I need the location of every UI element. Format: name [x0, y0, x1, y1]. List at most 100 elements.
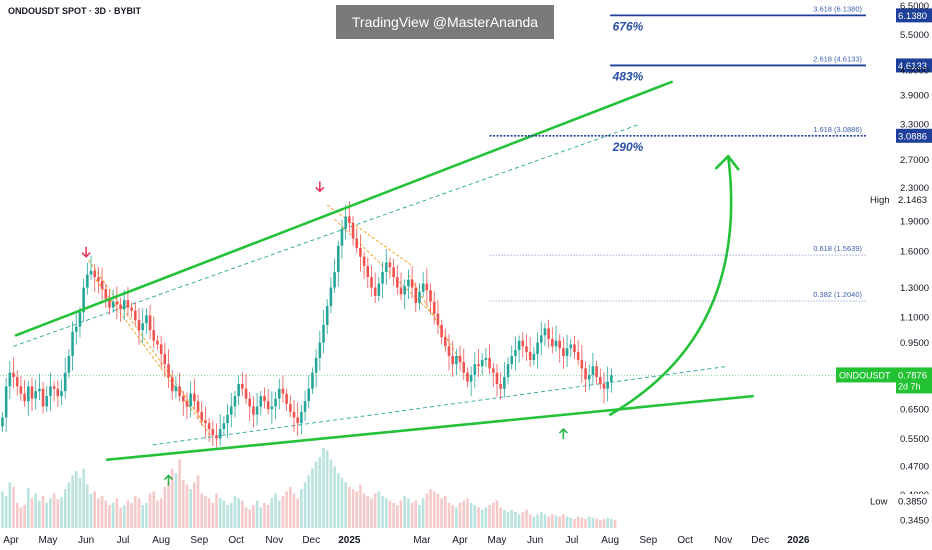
candle-body: [340, 228, 344, 246]
candle-body: [425, 283, 429, 291]
volume-bar: [12, 486, 15, 528]
volume-bar: [152, 491, 156, 528]
volume-bar: [377, 491, 381, 528]
projection-arrow: [608, 154, 733, 416]
candle-body: [137, 320, 141, 331]
volume-bar: [215, 493, 218, 528]
y-tick-label: 1.1000: [900, 312, 929, 323]
volume-bar: [329, 459, 333, 528]
candle-body: [229, 406, 233, 415]
y-tick-label: 0.4700: [900, 461, 929, 472]
candle-body: [281, 388, 285, 394]
candle-body: [8, 372, 12, 387]
volume-bar: [93, 491, 97, 528]
volume-bar: [539, 512, 543, 528]
high-value: 2.1463: [898, 195, 927, 206]
volume-bar: [97, 498, 100, 528]
symbol-tag: [836, 367, 896, 383]
y-tick-label: 0.9500: [900, 338, 929, 349]
volume-bar: [38, 500, 41, 528]
candle-body: [255, 406, 259, 415]
volume-bar: [126, 500, 130, 528]
candle-body: [322, 325, 325, 343]
candle-body: [252, 406, 255, 415]
volume-bar: [610, 518, 613, 528]
candle-body: [15, 377, 19, 387]
candle-body: [263, 396, 266, 402]
volume-bar: [591, 517, 595, 528]
x-tick-label: Sep: [639, 535, 657, 546]
x-tick-label: Apr: [452, 535, 468, 546]
volume-bar: [584, 518, 587, 528]
candle-body: [462, 362, 466, 373]
candle-body: [19, 386, 23, 394]
fib-percent-label: 676%: [613, 19, 644, 33]
candle-body: [595, 366, 598, 378]
candle-body: [178, 386, 181, 397]
volume-bar: [196, 475, 200, 528]
volume-bar: [517, 514, 521, 528]
volume-bar: [289, 486, 292, 528]
volume-bar: [381, 496, 384, 528]
volume-bar: [565, 516, 569, 528]
candle-body: [551, 338, 554, 347]
x-tick-label: Mar: [413, 535, 431, 546]
candle-body: [587, 374, 591, 380]
last-price-tag: [896, 367, 932, 394]
candle-body: [156, 340, 159, 345]
candle-body: [576, 352, 580, 361]
volume-bar: [340, 477, 344, 528]
candle-body: [159, 344, 163, 355]
candle-body: [233, 396, 237, 407]
volume-bar: [580, 517, 584, 528]
candle-body: [351, 222, 355, 239]
volume-bar: [573, 518, 576, 528]
volume-bar: [26, 488, 30, 528]
volume-bar: [499, 507, 502, 528]
candle-body: [141, 323, 144, 331]
candle-body: [410, 279, 414, 288]
volume-bar: [1, 491, 4, 528]
volume-bar: [318, 457, 322, 528]
x-tick-label: Nov: [714, 535, 732, 546]
volume-bar: [348, 486, 351, 528]
fib-percent-label: 483%: [612, 69, 644, 83]
candle-body: [610, 375, 613, 382]
volume-bar: [599, 520, 602, 528]
volume-bar: [488, 505, 491, 528]
x-tick-label: Dec: [751, 535, 769, 546]
volume-bar: [45, 502, 49, 528]
candle-body: [100, 280, 104, 289]
candle-body: [532, 354, 536, 361]
candle-body: [466, 372, 469, 382]
candle-body: [45, 396, 49, 407]
candle-body: [108, 298, 111, 308]
volume-bar: [447, 502, 451, 528]
volume-bar: [56, 499, 60, 528]
candle-body: [528, 352, 532, 361]
candle-body: [38, 388, 41, 392]
candle-body: [547, 328, 550, 339]
volume-bar: [207, 498, 211, 528]
fib-percent-label: 290%: [612, 140, 644, 154]
y-tick-label: 6.5000: [900, 1, 929, 12]
volume-bar: [344, 482, 347, 528]
candle-body: [344, 216, 347, 229]
x-tick-label: 2026: [787, 535, 810, 546]
candle-body: [336, 245, 340, 273]
candle-body: [89, 270, 93, 275]
volume-bar: [373, 493, 377, 528]
volume-bar: [462, 500, 466, 528]
up-arrow-icon: [163, 474, 174, 486]
volume-bar: [34, 493, 37, 528]
orange-trend-line: [407, 274, 465, 367]
volume-bar: [425, 493, 429, 528]
volume-bar: [569, 517, 573, 528]
candle-body: [204, 420, 207, 424]
candle-body: [499, 384, 502, 389]
volume-bar: [325, 450, 329, 528]
volume-bar: [506, 512, 510, 528]
volume-bar: [211, 502, 215, 528]
y-tick-label: 0.3450: [900, 516, 929, 527]
